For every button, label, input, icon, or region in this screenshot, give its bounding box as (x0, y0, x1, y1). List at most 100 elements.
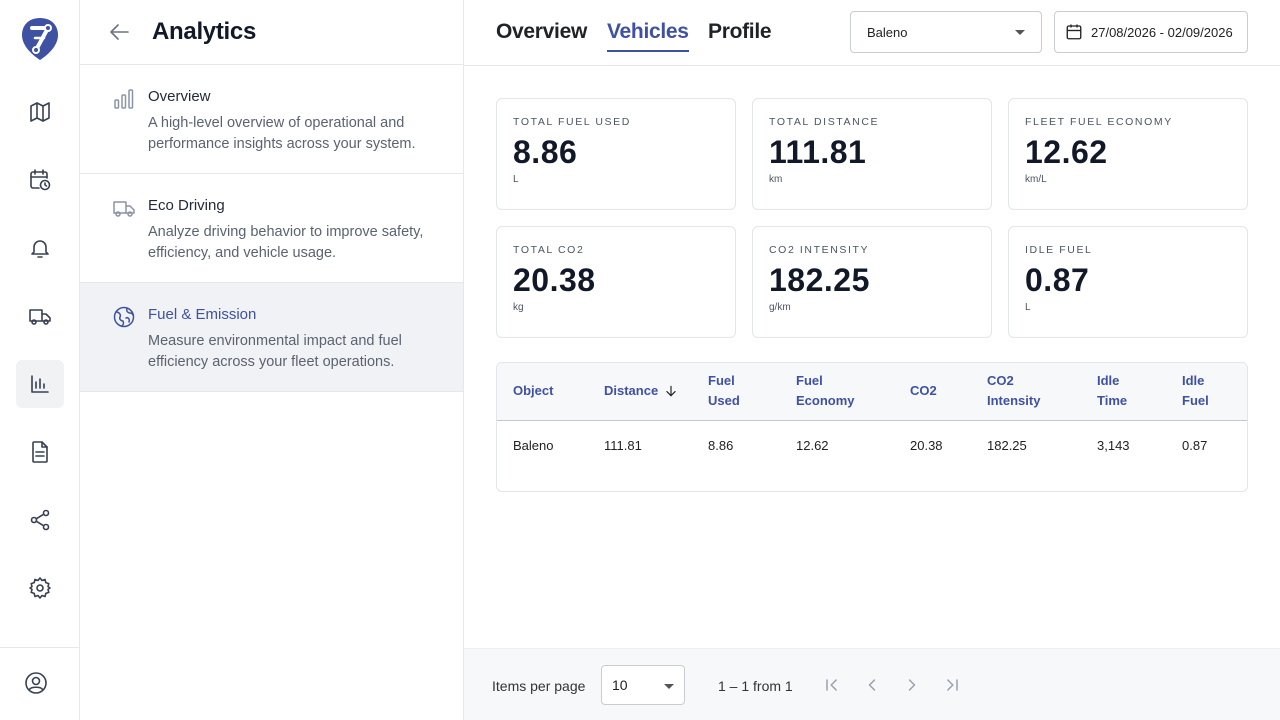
main-content: Overview Vehicles Profile Baleno 27/08/2… (464, 0, 1280, 720)
cell-fuel-economy: 12.62 (796, 438, 829, 453)
header-label: Fuel (1182, 393, 1209, 408)
nav-integrations[interactable] (16, 496, 64, 544)
header-label: Idle (1097, 373, 1120, 388)
header-label: Intensity (987, 393, 1041, 408)
kpi-label: TOTAL CO2 (513, 244, 585, 256)
tab-profile[interactable]: Profile (708, 20, 772, 43)
previous-page-button[interactable] (860, 673, 884, 697)
menu-item-overview[interactable]: Overview A high-level overview of operat… (80, 65, 463, 174)
kpi-value: 20.38 (513, 262, 596, 298)
kpi-unit: kg (513, 302, 524, 313)
kpi-unit: L (513, 174, 519, 185)
nav-profile[interactable] (12, 659, 60, 707)
cell-idle-fuel: 0.87 (1182, 438, 1208, 453)
nav-settings[interactable] (16, 564, 64, 612)
kpi-unit: km/L (1025, 174, 1047, 185)
globe-icon (112, 305, 136, 329)
nav-map[interactable] (16, 88, 64, 136)
document-icon (32, 441, 48, 463)
kpi-unit: km (769, 174, 783, 185)
column-header-fuel-economy[interactable]: Fuel Economy (796, 371, 855, 411)
chevron-left-icon (868, 679, 876, 691)
kpi-value: 0.87 (1025, 262, 1090, 298)
cell-fuel-used: 8.86 (708, 438, 734, 453)
app-logo-icon[interactable] (20, 16, 60, 62)
header-label: Economy (796, 393, 855, 408)
next-page-button[interactable] (900, 673, 924, 697)
kpi-card-idle-fuel: IDLE FUEL 0.87 L (1008, 226, 1248, 338)
header-label: Used (708, 393, 740, 408)
kpi-label: TOTAL FUEL USED (513, 116, 631, 128)
nav-vehicles[interactable] (16, 292, 64, 340)
menu-item-eco-driving[interactable]: Eco Driving Analyze driving behavior to … (80, 174, 463, 283)
cell-co2-intensity: 182.25 (987, 438, 1027, 453)
kpi-label: IDLE FUEL (1025, 244, 1093, 256)
cell-distance: 111.81 (604, 438, 642, 453)
tab-vehicles[interactable]: Vehicles (607, 20, 689, 52)
kpi-value: 182.25 (769, 262, 870, 298)
header-label: Fuel (796, 373, 823, 388)
chevron-down-icon (1015, 30, 1025, 35)
nav-analytics[interactable] (16, 360, 64, 408)
bell-icon (31, 240, 49, 258)
kpi-card-total-co2: TOTAL CO2 20.38 kg (496, 226, 736, 338)
back-button[interactable] (108, 20, 132, 44)
menu-item-fuel-emission[interactable]: Fuel & Emission Measure environmental im… (80, 283, 463, 392)
menu-item-description: Measure environmental impact and fuel ef… (148, 333, 402, 370)
vehicle-select[interactable]: Baleno (850, 11, 1042, 53)
items-per-page-select[interactable]: 10 (601, 665, 685, 705)
nav-alerts[interactable] (16, 224, 64, 272)
column-header-object[interactable]: Object (513, 381, 553, 401)
kpi-card-fleet-fuel-economy: FLEET FUEL ECONOMY 12.62 km/L (1008, 98, 1248, 210)
cell-idle-time: 3,143 (1097, 438, 1130, 453)
arrow-left-icon (110, 24, 129, 40)
kpi-label: TOTAL DISTANCE (769, 116, 880, 128)
top-bar: Overview Vehicles Profile Baleno 27/08/2… (464, 0, 1280, 66)
column-header-fuel-used[interactable]: Fuel Used (708, 371, 740, 411)
cell-co2: 20.38 (910, 438, 943, 453)
last-page-button[interactable] (940, 673, 964, 697)
date-range-picker[interactable]: 27/08/2026 - 02/09/2026 (1054, 11, 1248, 53)
icon-rail (0, 0, 80, 720)
header-label: CO2 (987, 373, 1014, 388)
truck-icon (29, 309, 51, 325)
tab-overview[interactable]: Overview (496, 20, 587, 43)
first-page-icon (826, 679, 837, 691)
column-header-idle-time[interactable]: Idle Time (1097, 371, 1127, 411)
truck-icon (112, 196, 136, 220)
pagination-bar: Items per page 10 1 – 1 from 1 (464, 648, 1280, 720)
panel-header: Analytics (80, 0, 463, 65)
menu-item-title: Overview (148, 88, 211, 105)
cell-object: Baleno (513, 438, 554, 453)
chevron-right-icon (908, 679, 916, 691)
kpi-card-total-distance: TOTAL DISTANCE 111.81 km (752, 98, 992, 210)
vehicle-select-value: Baleno (867, 24, 908, 40)
kpi-value: 8.86 (513, 134, 578, 170)
header-label: Distance (604, 383, 659, 398)
items-per-page-value: 10 (612, 677, 628, 693)
header-label: CO2 (910, 383, 937, 398)
column-header-distance[interactable]: Distance (604, 381, 678, 401)
kpi-unit: g/km (769, 302, 791, 313)
calendar-icon (1066, 24, 1082, 40)
nav-schedule[interactable] (16, 156, 64, 204)
nav-reports[interactable] (16, 428, 64, 476)
vehicles-table: Object Distance Fuel Used Fuel Economy C… (496, 362, 1248, 492)
bar-chart-icon (112, 87, 136, 111)
analytics-panel: Analytics Overview A high-level overview… (80, 0, 464, 720)
chevron-down-icon (664, 684, 674, 689)
share-icon (30, 509, 50, 531)
kpi-label: CO2 INTENSITY (769, 244, 870, 256)
panel-title: Analytics (152, 18, 257, 45)
column-header-idle-fuel[interactable]: Idle Fuel (1182, 371, 1209, 411)
last-page-icon (947, 679, 958, 691)
gear-icon (29, 577, 51, 599)
header-label: Object (513, 383, 554, 398)
table-header: Object Distance Fuel Used Fuel Economy C… (497, 363, 1247, 421)
kpi-card-total-fuel-used: TOTAL FUEL USED 8.86 L (496, 98, 736, 210)
kpi-card-co2-intensity: CO2 INTENSITY 182.25 g/km (752, 226, 992, 338)
first-page-button[interactable] (820, 673, 844, 697)
rail-divider (0, 647, 79, 648)
column-header-co2-intensity[interactable]: CO2 Intensity (987, 371, 1040, 411)
column-header-co2[interactable]: CO2 (910, 381, 937, 401)
